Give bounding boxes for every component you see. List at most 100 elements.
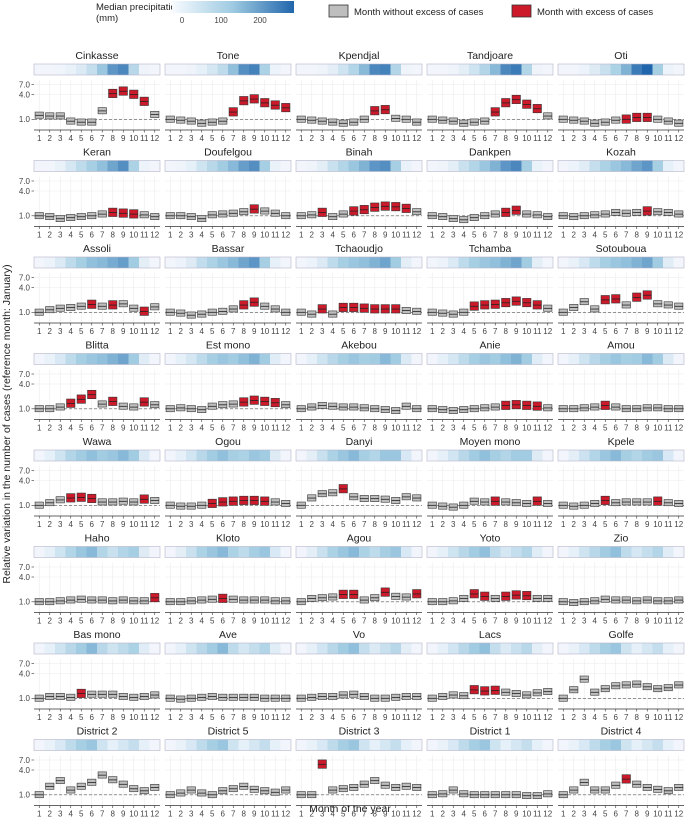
precip-cell-m6: [217, 160, 229, 172]
x-tick-label: 5: [341, 327, 346, 336]
precip-cell-m10: [652, 643, 664, 654]
precip-cell-m4: [65, 546, 77, 558]
panel-title-est-mono: Est mono: [206, 340, 251, 352]
x-tick-label: 6: [614, 134, 619, 143]
precip-cell-m3: [317, 643, 328, 654]
precip-cell-m11: [270, 450, 281, 461]
x-tick-label: 5: [603, 713, 608, 722]
panel-background: [34, 369, 160, 420]
x-tick-label: 2: [48, 520, 53, 529]
x-tick-label: 7: [231, 327, 236, 336]
x-tick-label: 4: [331, 810, 336, 817]
panel-background: [165, 176, 291, 227]
x-tick-label: 3: [451, 231, 456, 240]
precip-cell-m11: [401, 64, 412, 75]
x-tick-label: 6: [614, 424, 619, 433]
x-tick-label: 2: [441, 617, 446, 626]
x-tick-label: 11: [664, 810, 673, 817]
precip-cell-m10: [521, 739, 533, 751]
precip-cell-m9: [511, 450, 522, 461]
x-tick-label: 1: [37, 231, 42, 240]
precip-cell-m12: [542, 739, 554, 751]
x-tick-label: 9: [252, 810, 257, 817]
precip-cell-m12: [673, 739, 685, 751]
x-tick-label: 1: [37, 424, 42, 433]
precip-cell-m8: [369, 450, 381, 461]
precip-cell-m2: [44, 353, 56, 365]
precip-cell-m12: [411, 450, 423, 461]
panel-background: [34, 176, 160, 227]
x-tick-label: 3: [451, 713, 456, 722]
legend-excess-swatch: [511, 4, 532, 18]
precip-cell-m6: [86, 257, 98, 268]
precip-cell-m3: [186, 64, 197, 75]
x-tick-label: 12: [674, 810, 683, 817]
precip-cell-m12: [149, 450, 161, 461]
precip-cell-m3: [579, 739, 590, 751]
precip-cell-m6: [610, 643, 622, 654]
precip-cell-m10: [259, 257, 271, 268]
precip-strip-border: [426, 353, 554, 365]
x-tick-label: 10: [522, 424, 531, 433]
x-tick-label: 4: [462, 520, 467, 529]
panel-background: [296, 80, 422, 130]
x-tick-label: 6: [90, 810, 95, 817]
x-tick-label: 12: [543, 617, 552, 626]
precip-cell-m4: [589, 450, 601, 461]
x-tick-label: 7: [100, 617, 105, 626]
x-tick-label: 7: [624, 810, 629, 817]
x-tick-label: 4: [593, 327, 598, 336]
x-tick-label: 9: [514, 713, 519, 722]
panel-district-1: District 11 2 3 4 5 6 7 8 9 10 11 12: [426, 726, 554, 817]
x-tick-label: 3: [58, 520, 63, 529]
precip-cell-m8: [500, 643, 512, 654]
precip-cell-m5: [207, 450, 218, 461]
y-tick-label: 7.0: [19, 273, 31, 282]
x-tick-label: 10: [260, 327, 269, 336]
precip-cell-m11: [532, 546, 543, 558]
precip-cell-m9: [118, 546, 129, 558]
precip-cell-m5: [600, 643, 611, 654]
precip-cell-m12: [280, 64, 292, 75]
x-tick-label: 12: [150, 134, 159, 143]
precip-cell-m9: [118, 353, 129, 365]
precip-cell-m5: [76, 643, 87, 654]
x-tick-label: 5: [210, 713, 215, 722]
x-tick-label: 8: [373, 617, 378, 626]
y-tick-label: 1.0: [19, 791, 31, 800]
precip-cell-m7: [621, 450, 632, 461]
x-tick-label: 1: [561, 134, 566, 143]
x-tick-label: 10: [129, 810, 138, 817]
precip-cell-m3: [55, 739, 66, 751]
x-tick-label: 4: [462, 810, 467, 817]
precip-cell-m8: [369, 160, 381, 172]
panel-background: [558, 659, 684, 709]
x-tick-label: 12: [412, 520, 421, 529]
x-tick-label: 9: [645, 713, 650, 722]
x-tick-label: 9: [121, 713, 126, 722]
precip-cell-m4: [196, 257, 208, 268]
x-tick-label: 6: [352, 810, 357, 817]
x-tick-label: 4: [593, 424, 598, 433]
precip-cell-m12: [673, 160, 685, 172]
precip-cell-m7: [228, 643, 239, 654]
y-tick-label: 1.0: [19, 308, 31, 317]
x-tick-label: 12: [281, 810, 290, 817]
precip-cell-m3: [55, 450, 66, 461]
precip-cell-m8: [500, 353, 512, 365]
x-tick-label: 4: [593, 617, 598, 626]
precip-cell-m10: [390, 643, 402, 654]
x-tick-label: 4: [69, 327, 74, 336]
precip-cell-m12: [149, 643, 161, 654]
precip-strip-border: [295, 739, 423, 751]
precip-cell-m7: [97, 643, 108, 654]
x-tick-label: 2: [179, 713, 184, 722]
precip-cell-m2: [437, 450, 449, 461]
precip-cell-m7: [359, 739, 370, 751]
x-tick-label: 3: [58, 810, 63, 817]
x-tick-label: 10: [391, 713, 400, 722]
x-tick-label: 9: [121, 810, 126, 817]
